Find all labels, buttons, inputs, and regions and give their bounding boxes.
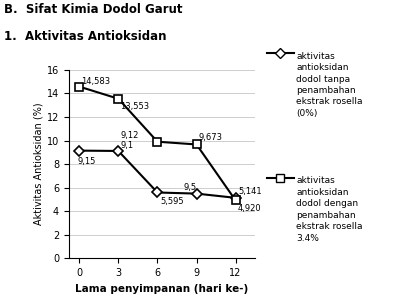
Text: 13,553: 13,553 bbox=[120, 102, 149, 112]
Text: 1.  Aktivitas Antioksidan: 1. Aktivitas Antioksidan bbox=[4, 30, 166, 43]
Text: 9,5: 9,5 bbox=[183, 183, 196, 192]
Text: aktivitas
antioksidan
dodol dengan
penambahan
ekstrak rosella
3.4%: aktivitas antioksidan dodol dengan penam… bbox=[296, 176, 363, 243]
X-axis label: Lama penyimpanan (hari ke-): Lama penyimpanan (hari ke-) bbox=[75, 284, 249, 294]
Text: B.  Sifat Kimia Dodol Garut: B. Sifat Kimia Dodol Garut bbox=[4, 3, 183, 16]
Text: aktivitas
antioksidan
dodol tanpa
penambahan
ekstrak rosella
(0%): aktivitas antioksidan dodol tanpa penamb… bbox=[296, 52, 363, 118]
Text: 9,1: 9,1 bbox=[120, 140, 133, 150]
Text: 4,920: 4,920 bbox=[238, 204, 261, 212]
Text: 9,15: 9,15 bbox=[78, 157, 96, 166]
Y-axis label: Aktivitas Antioksidan (%): Aktivitas Antioksidan (%) bbox=[34, 103, 44, 226]
Text: 9,12: 9,12 bbox=[121, 131, 139, 140]
Text: 5,595: 5,595 bbox=[160, 197, 184, 206]
Text: 5,141: 5,141 bbox=[238, 188, 262, 196]
Text: 9,673: 9,673 bbox=[198, 133, 222, 143]
Text: 14,583: 14,583 bbox=[81, 77, 110, 86]
